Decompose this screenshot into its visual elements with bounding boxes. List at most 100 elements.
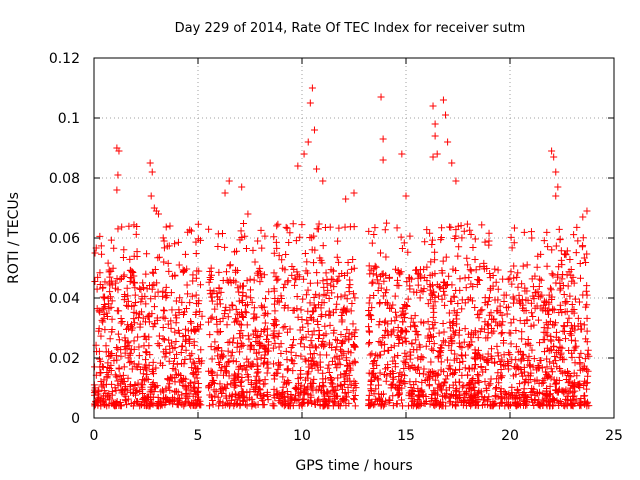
- data-point: [294, 313, 302, 321]
- data-point: [232, 381, 240, 389]
- data-point: [344, 347, 352, 355]
- data-point: [577, 320, 585, 328]
- data-point: [102, 380, 110, 388]
- data-point: [373, 361, 381, 369]
- x-axis-label: GPS time / hours: [295, 458, 412, 474]
- data-point: [533, 263, 541, 271]
- data-point: [297, 352, 305, 360]
- data-point: [571, 326, 579, 334]
- data-point: [205, 402, 213, 410]
- data-point: [351, 402, 359, 410]
- data-point: [215, 328, 223, 336]
- data-point: [126, 255, 134, 263]
- data-point: [207, 393, 215, 401]
- data-point: [508, 356, 516, 364]
- data-point: [541, 375, 549, 383]
- data-point: [350, 396, 358, 404]
- data-point: [487, 352, 495, 360]
- data-point: [400, 239, 408, 247]
- data-point: [148, 282, 156, 290]
- data-point: [227, 352, 235, 360]
- data-point: [390, 342, 398, 350]
- data-point: [584, 346, 592, 354]
- data-point: [464, 296, 472, 304]
- data-point: [300, 343, 308, 351]
- data-point: [143, 370, 151, 378]
- data-point: [264, 310, 272, 318]
- data-point: [404, 295, 412, 303]
- data-point: [524, 356, 532, 364]
- data-point: [367, 315, 375, 323]
- data-point: [178, 298, 186, 306]
- data-point: [315, 326, 323, 334]
- data-point: [167, 324, 175, 332]
- data-point: [493, 322, 501, 330]
- data-point: [523, 261, 531, 269]
- data-point: [233, 343, 241, 351]
- data-point: [177, 349, 185, 357]
- data-point: [424, 300, 432, 308]
- data-point: [408, 275, 416, 283]
- data-point: [143, 250, 151, 258]
- data-point: [564, 282, 572, 290]
- data-point: [270, 287, 278, 295]
- data-point: [515, 394, 523, 402]
- data-point: [164, 376, 172, 384]
- data-point: [197, 346, 205, 354]
- data-point: [431, 298, 439, 306]
- data-point: [105, 300, 113, 308]
- data-point: [549, 396, 557, 404]
- data-point: [196, 401, 204, 409]
- data-point: [396, 379, 404, 387]
- data-point: [546, 358, 554, 366]
- data-point: [463, 254, 471, 262]
- data-point: [553, 376, 561, 384]
- data-point: [415, 391, 423, 399]
- data-point: [318, 341, 326, 349]
- data-point: [126, 277, 134, 285]
- data-point: [280, 284, 288, 292]
- data-point: [529, 312, 537, 320]
- data-point: [261, 380, 269, 388]
- data-point: [430, 340, 438, 348]
- data-point: [447, 346, 455, 354]
- data-point: [301, 376, 309, 384]
- data-point: [151, 292, 159, 300]
- data-point: [129, 402, 137, 410]
- data-point: [221, 189, 229, 197]
- data-point: [344, 259, 352, 266]
- data-point: [501, 389, 509, 397]
- data-point: [352, 326, 360, 334]
- data-point: [121, 343, 129, 351]
- data-point: [437, 400, 445, 408]
- data-point: [336, 361, 344, 369]
- data-point: [456, 275, 464, 283]
- data-point: [160, 306, 168, 314]
- data-point: [345, 329, 353, 337]
- data-point: [207, 343, 215, 351]
- data-point: [544, 243, 552, 251]
- data-point: [100, 301, 108, 309]
- data-point: [280, 393, 288, 401]
- data-point: [560, 322, 568, 330]
- data-point: [475, 372, 483, 380]
- data-point: [274, 332, 282, 340]
- data-point: [130, 302, 138, 310]
- data-point: [178, 391, 186, 399]
- data-point: [335, 272, 343, 280]
- data-point: [583, 291, 591, 299]
- data-point: [452, 267, 460, 275]
- data-point: [91, 249, 99, 257]
- data-point: [241, 308, 249, 316]
- data-point: [491, 265, 499, 273]
- data-point: [192, 238, 200, 246]
- data-point: [312, 344, 320, 352]
- data-point: [222, 384, 230, 392]
- data-point: [207, 271, 215, 279]
- data-point: [218, 347, 226, 355]
- data-point: [320, 396, 328, 404]
- data-point: [253, 355, 261, 363]
- data-point: [232, 305, 240, 313]
- data-point: [100, 294, 108, 302]
- data-point: [442, 393, 450, 401]
